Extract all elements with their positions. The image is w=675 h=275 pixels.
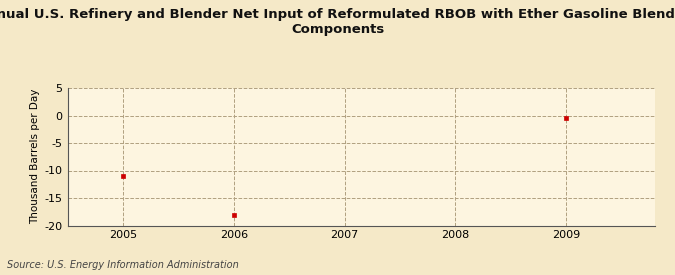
- Y-axis label: Thousand Barrels per Day: Thousand Barrels per Day: [30, 89, 40, 224]
- Text: Source: U.S. Energy Information Administration: Source: U.S. Energy Information Administ…: [7, 260, 238, 270]
- Text: Annual U.S. Refinery and Blender Net Input of Reformulated RBOB with Ether Gasol: Annual U.S. Refinery and Blender Net Inp…: [0, 8, 675, 36]
